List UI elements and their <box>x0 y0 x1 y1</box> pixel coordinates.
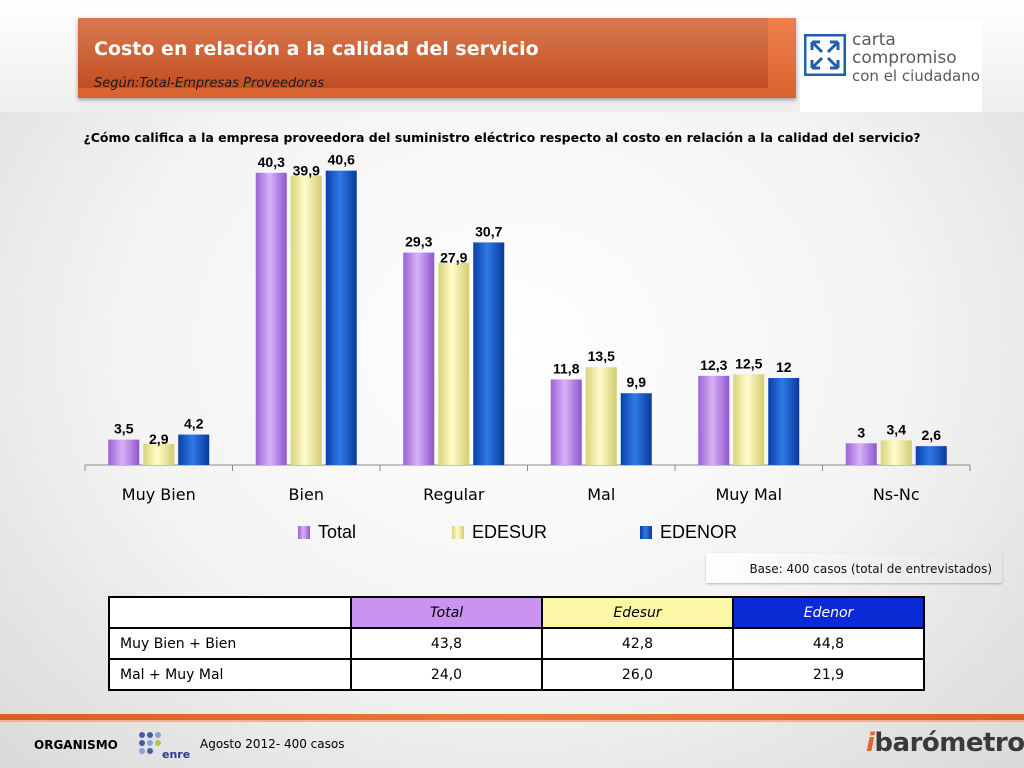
data-label: 12 <box>776 359 792 375</box>
summary-table: Total Edesur Edenor Muy Bien + Bien 43,8… <box>108 596 925 691</box>
base-note: Base: 400 casos (total de entrevistados) <box>749 562 992 576</box>
table-header-edesur: Edesur <box>541 596 734 629</box>
table-row-label: Mal + Muy Mal <box>108 658 352 691</box>
survey-question: ¿Cómo califica a la empresa proveedora d… <box>83 130 921 145</box>
data-label: 9,9 <box>627 374 647 390</box>
legend-label: EDENOR <box>660 522 737 542</box>
data-label: 3 <box>857 424 865 440</box>
legend-swatch-edenor <box>640 526 652 539</box>
data-label: 12,5 <box>735 355 762 371</box>
bar-total <box>403 252 435 465</box>
data-label: 13,5 <box>588 348 615 364</box>
enre-logo-text: enre <box>162 748 191 761</box>
data-label: 2,6 <box>922 427 942 443</box>
barometro-logo-text: barómetro <box>874 728 1024 758</box>
data-label: 40,3 <box>258 154 285 170</box>
page-title: Costo en relación a la calidad del servi… <box>94 38 539 60</box>
bar-edesur <box>143 443 175 465</box>
table-header-edenor: Edenor <box>732 596 925 629</box>
table-cell: 44,8 <box>732 627 925 660</box>
table-row: Mal + Muy Mal 24,0 26,0 21,9 <box>108 658 925 691</box>
data-label: 3,5 <box>114 421 134 437</box>
data-label: 12,3 <box>700 357 727 373</box>
table-cell: 26,0 <box>541 658 734 691</box>
bar-edenor <box>915 446 947 465</box>
table-row-label: Muy Bien + Bien <box>108 627 352 660</box>
bar-edenor <box>178 434 210 465</box>
bar-edenor <box>768 378 800 465</box>
data-label: 39,9 <box>293 163 320 179</box>
data-label: 4,2 <box>184 416 204 432</box>
table-header-row: Total Edesur Edenor <box>108 596 925 629</box>
bar-edenor <box>473 242 505 465</box>
barometro-logo: ibarómetro <box>866 728 1024 758</box>
footer-divider <box>0 714 1024 720</box>
data-label: 40,6 <box>328 152 355 168</box>
logo-line-1: carta <box>852 30 896 50</box>
base-note-box: Base: 400 casos (total de entrevistados) <box>706 553 1002 583</box>
table-header-total: Total <box>350 596 543 629</box>
bar-edesur <box>880 440 912 465</box>
footer-date: Agosto 2012- 400 casos <box>200 737 345 751</box>
title-banner: Costo en relación a la calidad del servi… <box>78 18 796 98</box>
category-label: Ns-Nc <box>873 485 920 504</box>
page-subtitle: Según:Total-Empresas Proveedoras <box>94 76 325 91</box>
table-row: Muy Bien + Bien 43,8 42,8 44,8 <box>108 627 925 660</box>
bar-edenor <box>620 393 652 465</box>
category-label: Regular <box>423 485 485 504</box>
barometro-logo-prefix: i <box>866 728 875 758</box>
bar-edesur <box>733 374 765 465</box>
category-label: Bien <box>289 485 324 504</box>
category-label: Muy Bien <box>122 485 196 504</box>
logo-line-2: compromiso <box>852 48 957 68</box>
data-label: 27,9 <box>440 250 467 266</box>
data-label: 2,9 <box>149 431 169 447</box>
bar-edesur <box>585 367 617 465</box>
table-cell: 43,8 <box>350 627 543 660</box>
legend-label: Total <box>318 522 356 542</box>
table-cell: 24,0 <box>350 658 543 691</box>
category-label: Mal <box>587 485 615 504</box>
data-label: 3,4 <box>887 421 907 437</box>
bar-total <box>255 172 287 465</box>
legend-swatch-total <box>298 526 310 539</box>
table-cell: 42,8 <box>541 627 734 660</box>
bar-total <box>698 375 730 465</box>
data-label: 11,8 <box>553 360 580 376</box>
table-cell: 21,9 <box>732 658 925 691</box>
enre-logo-icon <box>139 732 161 754</box>
footer-divider-light <box>0 720 1024 722</box>
bar-edenor <box>325 170 357 465</box>
legend-swatch-edesur <box>452 526 464 539</box>
logo-line-3: con el ciudadano <box>852 67 980 85</box>
carta-compromiso-logo: carta compromiso con el ciudadano <box>800 20 982 112</box>
bar-edesur <box>290 175 322 465</box>
footer-organismo: ORGANISMO <box>34 738 118 752</box>
legend-label: EDESUR <box>472 522 547 542</box>
bar-total <box>845 443 877 465</box>
table-header-empty <box>108 596 352 629</box>
bar-total <box>108 439 140 465</box>
category-label: Muy Mal <box>715 485 782 504</box>
data-label: 29,3 <box>405 234 432 250</box>
carta-compromiso-mark-icon <box>804 34 846 76</box>
bar-total <box>550 379 582 465</box>
data-label: 30,7 <box>475 223 502 239</box>
bar-edesur <box>438 262 470 465</box>
title-banner-shade <box>78 18 768 88</box>
